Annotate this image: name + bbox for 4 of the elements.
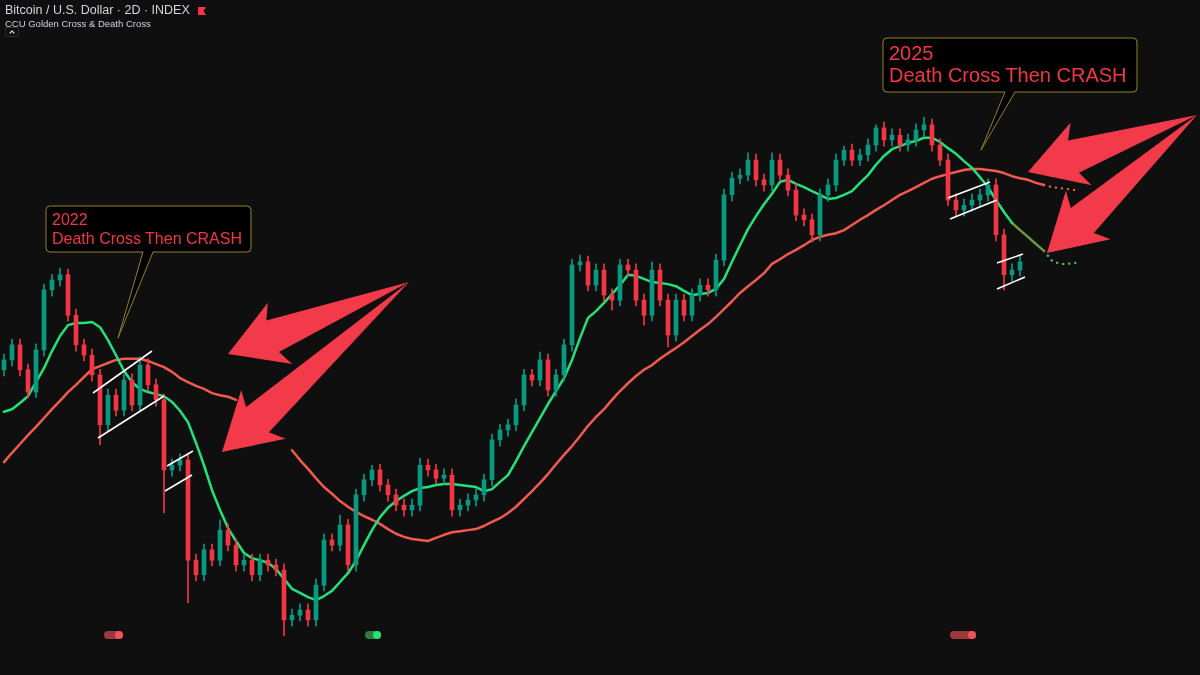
chart-subtitle: CCU Golden Cross & Death Cross <box>5 18 151 29</box>
text: 2025 Death Cross Then CRASH <box>889 42 1127 86</box>
annotation: 2022 Death Cross Then CRASH <box>52 210 242 248</box>
chart-title: Bitcoin / U.S. Dollar · 2D · INDEX <box>5 3 190 18</box>
